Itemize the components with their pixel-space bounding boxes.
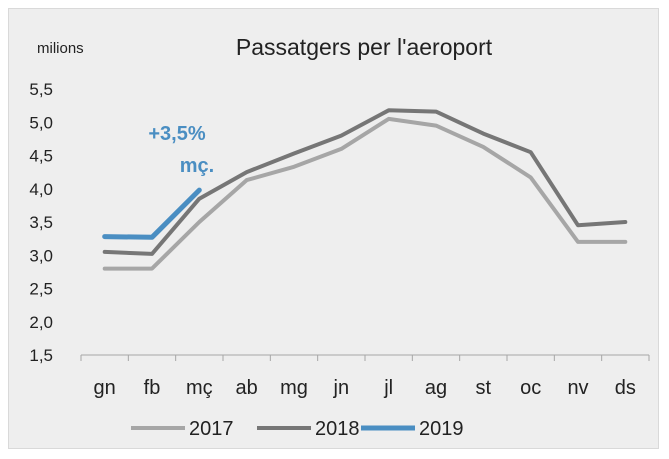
y-tick-label: 2,0 — [29, 313, 53, 332]
line-chart: milions Passatgers per l'aeroport 5,5 5,0… — [29, 34, 650, 440]
x-axis: gn fb mç ab mg jn jl ag st oc nv ds — [80, 354, 650, 399]
x-tick-label: mç — [186, 377, 213, 399]
chart-title: Passatgers per l'aeroport — [236, 34, 493, 60]
chart-container: milions Passatgers per l'aeroport 5,5 5,0… — [8, 8, 659, 449]
x-tick-label: ds — [615, 377, 636, 399]
plot-area — [102, 108, 628, 271]
series-line-2018 — [102, 108, 628, 256]
x-tick-label: ag — [425, 377, 447, 399]
x-tick-label: fb — [144, 377, 161, 399]
y-tick-label: 1,5 — [29, 346, 53, 365]
legend-label-2017: 2017 — [189, 418, 234, 440]
annotation-line-2: mç. — [180, 155, 214, 177]
x-tick-label: gn — [94, 377, 116, 399]
x-tick-label: mg — [280, 377, 308, 399]
x-tick-label: oc — [520, 377, 541, 399]
y-tick-label: 5,0 — [29, 113, 53, 132]
y-axis: 5,5 5,0 4,5 4,0 3,5 3,0 2,5 2,0 1,5 — [29, 80, 53, 365]
y-tick-label: 4,0 — [29, 180, 53, 199]
annotation-line-1: +3,5% — [148, 123, 205, 145]
annotation: +3,5% mç. — [148, 123, 214, 177]
x-tick-label: jl — [383, 377, 393, 399]
legend-label-2018: 2018 — [315, 418, 360, 440]
legend-label-2019: 2019 — [419, 418, 464, 440]
series-line-2019 — [102, 187, 202, 240]
y-tick-label: 2,5 — [29, 280, 53, 299]
legend: 2017 2018 2019 — [131, 418, 464, 440]
series-line-2017 — [102, 116, 628, 271]
y-unit-label: milions — [37, 40, 84, 57]
y-tick-label: 3,0 — [29, 246, 53, 265]
x-tick-label: nv — [567, 377, 588, 399]
y-tick-label: 3,5 — [29, 213, 53, 232]
x-tick-label: jn — [333, 377, 350, 399]
y-tick-label: 4,5 — [29, 147, 53, 166]
x-tick-label: st — [476, 377, 492, 399]
x-tick-label: ab — [236, 377, 258, 399]
y-tick-label: 5,5 — [29, 80, 53, 99]
